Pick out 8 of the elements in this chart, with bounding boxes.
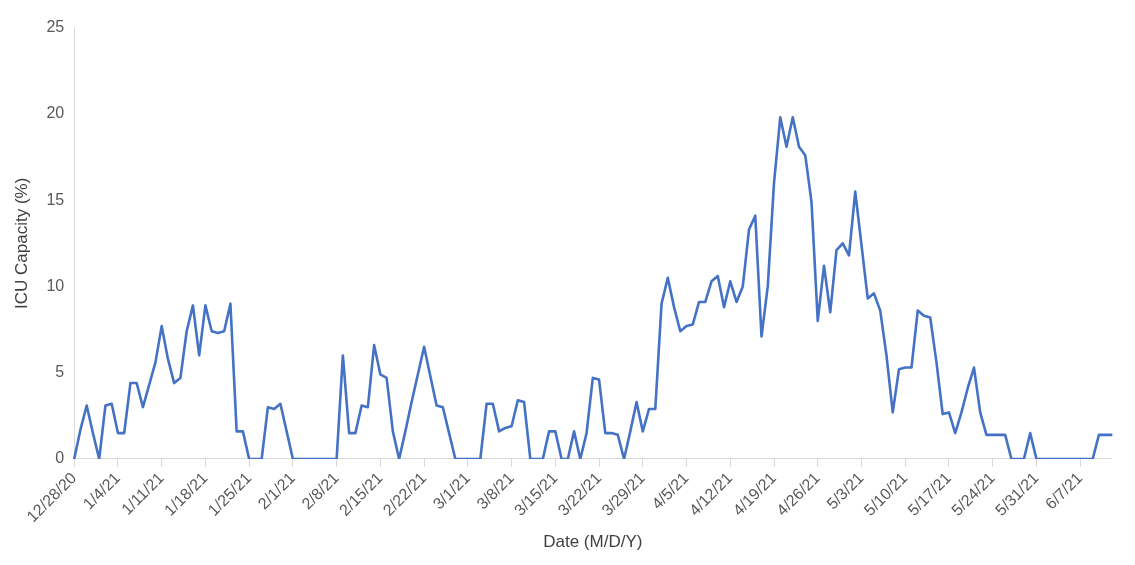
y-tick-label: 0 bbox=[55, 449, 65, 467]
x-axis-title: Date (M/D/Y) bbox=[543, 532, 643, 552]
y-axis-title: ICU Capacity (%) bbox=[11, 177, 31, 309]
y-tick-label: 10 bbox=[46, 276, 65, 294]
y-tick-label: 25 bbox=[46, 18, 65, 36]
y-tick-label: 20 bbox=[46, 104, 65, 122]
y-tick-label: 15 bbox=[46, 190, 65, 208]
y-tick-label: 5 bbox=[55, 363, 65, 381]
